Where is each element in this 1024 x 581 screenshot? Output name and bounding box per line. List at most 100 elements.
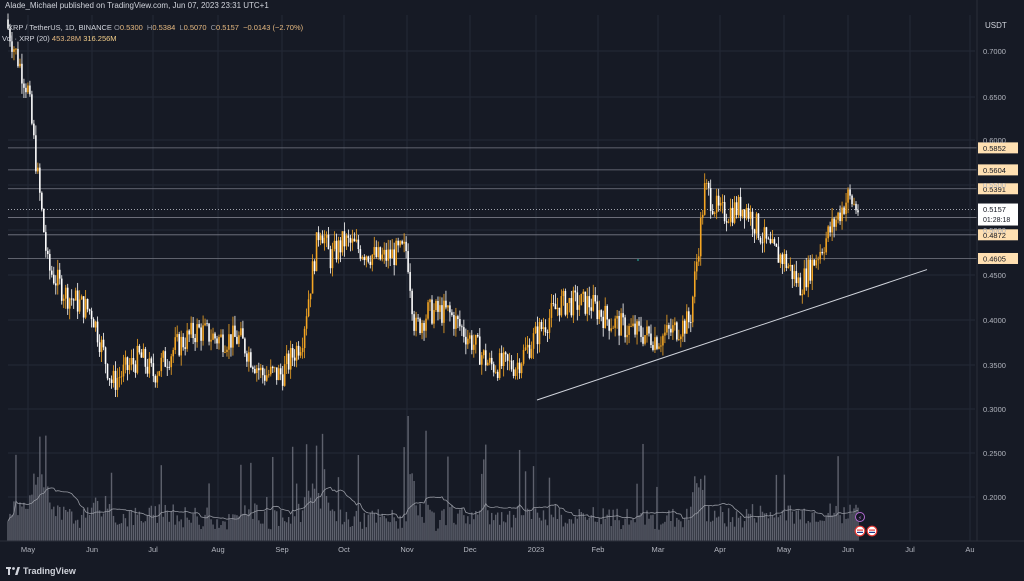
candle-body bbox=[602, 316, 604, 328]
volume-bar bbox=[459, 509, 461, 541]
candle-body bbox=[544, 327, 547, 333]
candle-body bbox=[471, 335, 473, 350]
trendline[interactable] bbox=[536, 269, 928, 401]
currency-label[interactable]: USDT bbox=[985, 21, 1007, 30]
candle-body bbox=[566, 303, 569, 315]
candle-body bbox=[62, 298, 65, 301]
volume-bar bbox=[337, 477, 340, 541]
volume-bar bbox=[285, 522, 288, 541]
volume-bar bbox=[574, 516, 577, 541]
volume-bar bbox=[596, 521, 598, 541]
price-tick-label: 0.4500 bbox=[983, 271, 1006, 280]
candle-body bbox=[106, 363, 109, 379]
candle-body bbox=[49, 254, 51, 271]
price-axis[interactable]: 0.7000 0.6500 0.6000 0.5500 0.5000 0.4500 0.40… bbox=[976, 0, 1006, 541]
volume-bar bbox=[315, 445, 318, 541]
volume-bar bbox=[210, 519, 212, 541]
candle-body bbox=[630, 325, 632, 327]
volume-bar bbox=[586, 519, 588, 541]
candle-body bbox=[687, 311, 690, 323]
volume-bar bbox=[769, 512, 772, 541]
volume-bar bbox=[397, 528, 399, 541]
volume-bar bbox=[805, 523, 807, 541]
volume-bar bbox=[393, 517, 395, 541]
volume-bar bbox=[311, 483, 314, 541]
volume-bar bbox=[508, 510, 511, 541]
candle-body bbox=[705, 182, 708, 184]
candle-body bbox=[447, 305, 449, 308]
volume-bar bbox=[74, 520, 77, 541]
volume-bar bbox=[690, 506, 692, 541]
candle-body bbox=[359, 249, 362, 259]
candle-body bbox=[849, 189, 851, 196]
time-tick-label: Jul bbox=[905, 545, 915, 554]
candle-body bbox=[76, 290, 79, 312]
candle-body bbox=[166, 366, 169, 368]
candle-body bbox=[815, 260, 817, 266]
volume-bar bbox=[775, 474, 778, 541]
volume-bar bbox=[831, 515, 833, 541]
volume-bar bbox=[188, 519, 190, 541]
candle-body bbox=[262, 367, 264, 376]
candle-body bbox=[478, 336, 481, 365]
volume-bar bbox=[578, 509, 581, 541]
candle-body bbox=[80, 296, 83, 300]
candle-body bbox=[21, 63, 23, 84]
candle-body bbox=[200, 327, 202, 341]
tradingview-brand[interactable]: TradingView bbox=[6, 566, 76, 576]
candle-body bbox=[84, 299, 87, 318]
candle-body bbox=[41, 192, 43, 210]
candle-body bbox=[757, 213, 760, 238]
event-markers[interactable]: ⚡ bbox=[637, 259, 878, 537]
candle-body bbox=[321, 235, 324, 244]
candle-body bbox=[90, 310, 93, 320]
candle-body bbox=[242, 328, 244, 339]
volume-bar bbox=[13, 501, 15, 541]
volume-bar bbox=[116, 524, 119, 541]
candle-body bbox=[116, 377, 119, 390]
volume-bar bbox=[706, 521, 708, 541]
volume-bar bbox=[564, 522, 567, 541]
candle-body bbox=[733, 202, 736, 223]
volume-bar bbox=[839, 515, 841, 541]
candle-body bbox=[357, 239, 360, 250]
volume-bar bbox=[242, 513, 244, 541]
time-axis[interactable]: May Jun Jul Aug Sep Oct Nov Dec 2023 Feb Mar Apr May… bbox=[0, 540, 1024, 554]
level-label: 0.4872 bbox=[983, 231, 1006, 240]
candle-body bbox=[803, 268, 806, 295]
volume-bar bbox=[465, 523, 467, 541]
candle-body bbox=[616, 315, 618, 319]
volume-bar bbox=[441, 510, 443, 541]
volume-bar bbox=[357, 455, 360, 541]
volume-bar bbox=[453, 522, 455, 541]
volume-bar bbox=[345, 511, 348, 541]
volume-bar bbox=[819, 520, 821, 541]
volume-bar bbox=[759, 505, 762, 541]
level-label-bg bbox=[978, 142, 1018, 154]
volume-bar bbox=[144, 521, 147, 541]
volume-bar bbox=[524, 471, 527, 541]
volume-bar bbox=[544, 519, 547, 541]
candle-body bbox=[265, 375, 268, 381]
candle-body bbox=[769, 238, 772, 244]
volume-bar bbox=[254, 503, 256, 541]
candle-body bbox=[204, 323, 206, 326]
candle-body bbox=[723, 202, 726, 222]
candle-body bbox=[23, 83, 25, 88]
volume-bar bbox=[799, 519, 801, 541]
volume-bar bbox=[421, 516, 423, 541]
candle-body bbox=[152, 363, 155, 377]
volume-bar bbox=[61, 519, 63, 541]
candle-body bbox=[709, 188, 712, 211]
level-label-bg bbox=[978, 183, 1018, 195]
candle-body bbox=[132, 357, 135, 365]
volume-bar bbox=[222, 521, 224, 541]
candle-body bbox=[498, 353, 501, 378]
candle-body bbox=[188, 330, 190, 335]
candle-body bbox=[92, 319, 95, 328]
candle-body bbox=[638, 321, 640, 326]
volume-bar bbox=[821, 520, 823, 541]
candle-body bbox=[608, 319, 610, 331]
volume-bar bbox=[59, 507, 61, 541]
